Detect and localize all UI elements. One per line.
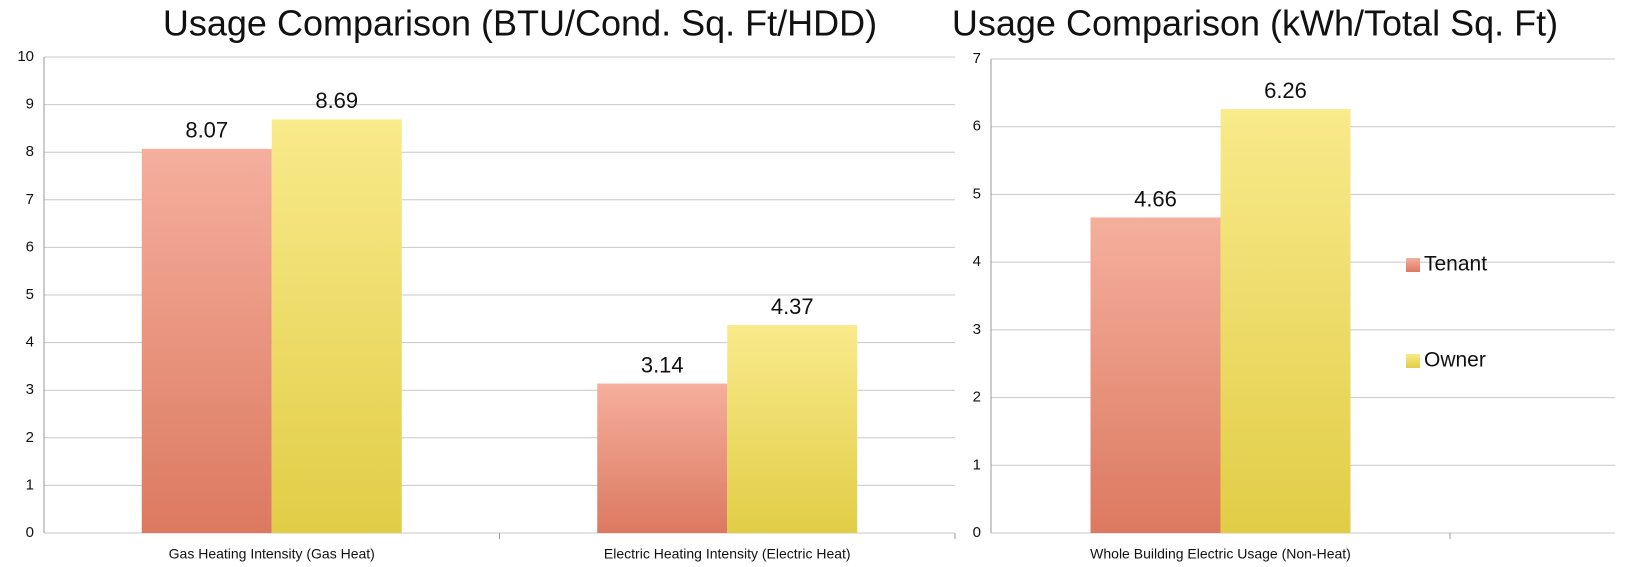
value-label: 4.37 (771, 294, 814, 319)
y-tick-label: 4 (26, 334, 34, 351)
y-tick-label: 1 (26, 476, 34, 493)
y-tick-label: 7 (973, 50, 981, 67)
chart-title: Usage Comparison (BTU/Cond. Sq. Ft/HDD) (163, 3, 877, 44)
y-tick-label: 1 (973, 456, 981, 473)
bar (597, 383, 728, 533)
bar (727, 324, 858, 533)
value-label: 6.26 (1264, 78, 1307, 103)
value-label: 4.66 (1134, 186, 1177, 211)
y-tick-label: 0 (26, 524, 34, 541)
value-label: 3.14 (641, 352, 684, 377)
legend-label: Owner (1424, 349, 1486, 372)
y-tick-label: 8 (26, 143, 34, 160)
legend-swatch (1406, 354, 1420, 368)
y-tick-label: 4 (973, 253, 981, 270)
y-tick-label: 6 (973, 118, 981, 135)
y-tick-label: 6 (26, 238, 34, 255)
value-label: 8.69 (315, 88, 358, 113)
bar (271, 119, 402, 533)
y-tick-label: 10 (17, 48, 34, 65)
x-tick-label: Gas Heating Intensity (Gas Heat) (169, 546, 375, 562)
y-tick-label: 5 (973, 185, 981, 202)
x-tick-label: Electric Heating Intensity (Electric Hea… (604, 546, 851, 562)
legend-swatch (1406, 258, 1420, 272)
y-tick-label: 3 (26, 381, 34, 398)
bar (141, 148, 272, 534)
y-tick-label: 2 (973, 389, 981, 406)
y-tick-label: 2 (26, 429, 34, 446)
x-tick-label: Whole Building Electric Usage (Non-Heat) (1090, 546, 1351, 562)
y-tick-label: 5 (26, 286, 34, 303)
y-tick-label: 9 (26, 96, 34, 113)
bar (1090, 217, 1221, 534)
value-label: 8.07 (185, 118, 228, 143)
y-tick-label: 3 (973, 321, 981, 338)
y-tick-label: 0 (973, 524, 981, 541)
bar (1220, 109, 1351, 533)
chart-title: Usage Comparison (kWh/Total Sq. Ft) (952, 3, 1558, 44)
legend-label: Tenant (1424, 253, 1487, 276)
y-tick-label: 7 (26, 191, 34, 208)
